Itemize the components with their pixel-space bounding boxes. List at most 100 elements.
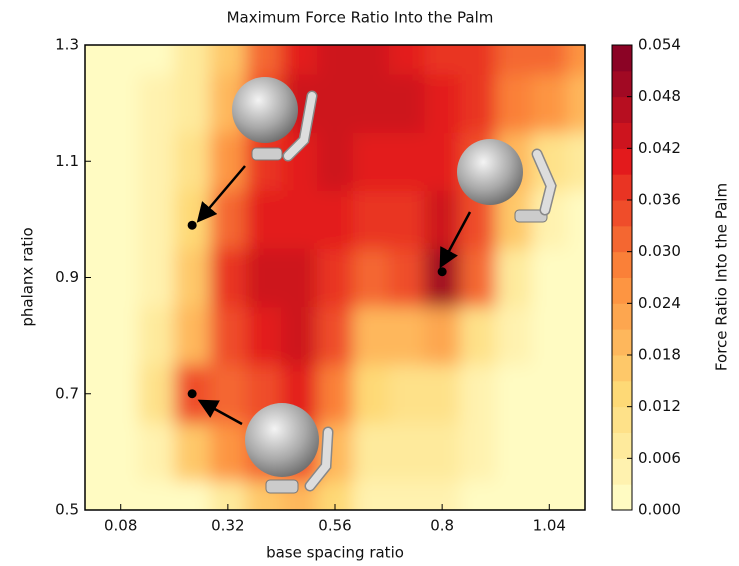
contour-cell (352, 422, 390, 482)
contour-cell (102, 248, 140, 308)
contour-cell (460, 248, 497, 308)
contour-cell (85, 190, 104, 249)
contour-cell (174, 422, 211, 482)
colorbar-frame (611, 44, 633, 511)
colorbar-band (612, 45, 632, 72)
contour-cell (138, 132, 175, 191)
contour-cell (388, 306, 425, 366)
colorbar-band (612, 251, 632, 278)
colorbar-band (612, 484, 632, 511)
contour-cell (388, 132, 425, 191)
contour-cell (531, 74, 568, 133)
contour-cell (138, 190, 175, 249)
contour-cell (102, 364, 140, 424)
contour-cell (388, 248, 425, 308)
contour-cell (495, 480, 532, 510)
colorbar: 0.000 0.006 0.012 0.018 0.024 0.030 0.036 0.042… (611, 36, 681, 519)
contour-cell (85, 422, 104, 482)
contour-cell (174, 248, 211, 308)
y-tick-label: 1.1 (55, 152, 79, 170)
contour-cell (352, 364, 390, 424)
contour-cell (174, 306, 211, 366)
contour-cell (352, 248, 390, 308)
contour-cell (210, 422, 247, 482)
contour-cell (352, 306, 390, 366)
colorbar-tick-label: 0.024 (638, 294, 681, 312)
colorbar-tick-label: 0.042 (638, 139, 681, 157)
colorbar-band (612, 406, 632, 433)
contour-field (85, 45, 585, 510)
cells (85, 45, 585, 510)
contour-cell (245, 248, 282, 308)
colorbar-band (612, 122, 632, 149)
x-tick-label: 1.04 (533, 517, 566, 535)
contour-cell (460, 480, 497, 510)
contour-cell (317, 132, 354, 191)
colorbar-tick-label: 0.018 (638, 346, 681, 364)
y-tick-label: 0.9 (55, 268, 79, 286)
contour-cell (102, 45, 140, 75)
contour-cell (388, 364, 425, 424)
contour-cell (388, 45, 425, 75)
contour-cell (245, 306, 282, 366)
contour-cell (388, 74, 425, 133)
contour-cell (424, 422, 461, 482)
ticks: 0.08 0.32 0.56 0.8 1.04 0.5 0.7 0.9 1.1 1.3 (55, 36, 566, 535)
colorbar-band (612, 96, 632, 123)
contour-cell (460, 422, 497, 482)
contour-cell (85, 132, 104, 191)
contour-cell (460, 74, 497, 133)
contour-cell (352, 480, 390, 510)
contour-cell (281, 306, 318, 366)
contour-cell (317, 74, 354, 133)
x-tick-label: 0.08 (104, 517, 137, 535)
contour-cell (424, 132, 461, 191)
contour-cell (388, 422, 425, 482)
contour-cell (174, 480, 211, 510)
colorbar-band (612, 174, 632, 201)
contour-cell (352, 45, 390, 75)
contour-cell (567, 364, 585, 424)
contour-cell (85, 480, 104, 510)
x-tick-label: 0.32 (211, 517, 244, 535)
sphere (245, 403, 319, 477)
x-tick-label: 0.56 (318, 517, 351, 535)
contour-cell (138, 74, 175, 133)
icons (196, 77, 557, 494)
contour-cell (102, 422, 140, 482)
contour-cell (495, 422, 532, 482)
contour-cell (567, 74, 585, 133)
contour-cell (495, 45, 532, 75)
contour-cell (317, 306, 354, 366)
contour-cell (281, 45, 318, 75)
contour-cell (85, 364, 104, 424)
contour-cell (424, 74, 461, 133)
contour-cell (102, 132, 140, 191)
contour-cell (495, 248, 532, 308)
contour-cell (352, 74, 390, 133)
colorbar-band (612, 458, 632, 485)
contour-cell (317, 190, 354, 249)
chart-title: Maximum Force Ratio Into the Palm (227, 9, 494, 27)
contour-cell (317, 45, 354, 75)
contour-cell (138, 422, 175, 482)
arrow (196, 165, 246, 223)
x-tick-label: 0.8 (430, 517, 454, 535)
colorbar-band (612, 200, 632, 227)
colorbar-band (612, 355, 632, 382)
contour-cell (424, 45, 461, 75)
contour-cell (317, 248, 354, 308)
contour-cell (138, 480, 175, 510)
contour-cell (210, 364, 247, 424)
marker (187, 220, 197, 230)
colorbar-tick-label: 0.012 (638, 397, 681, 415)
contour-cell (531, 364, 568, 424)
contour-cell (317, 364, 354, 424)
y-tick-label: 0.5 (55, 501, 79, 519)
palm (265, 479, 299, 494)
colorbar-band (612, 148, 632, 175)
contour-cell (567, 45, 585, 75)
finger (533, 150, 556, 214)
arrow (439, 211, 472, 269)
